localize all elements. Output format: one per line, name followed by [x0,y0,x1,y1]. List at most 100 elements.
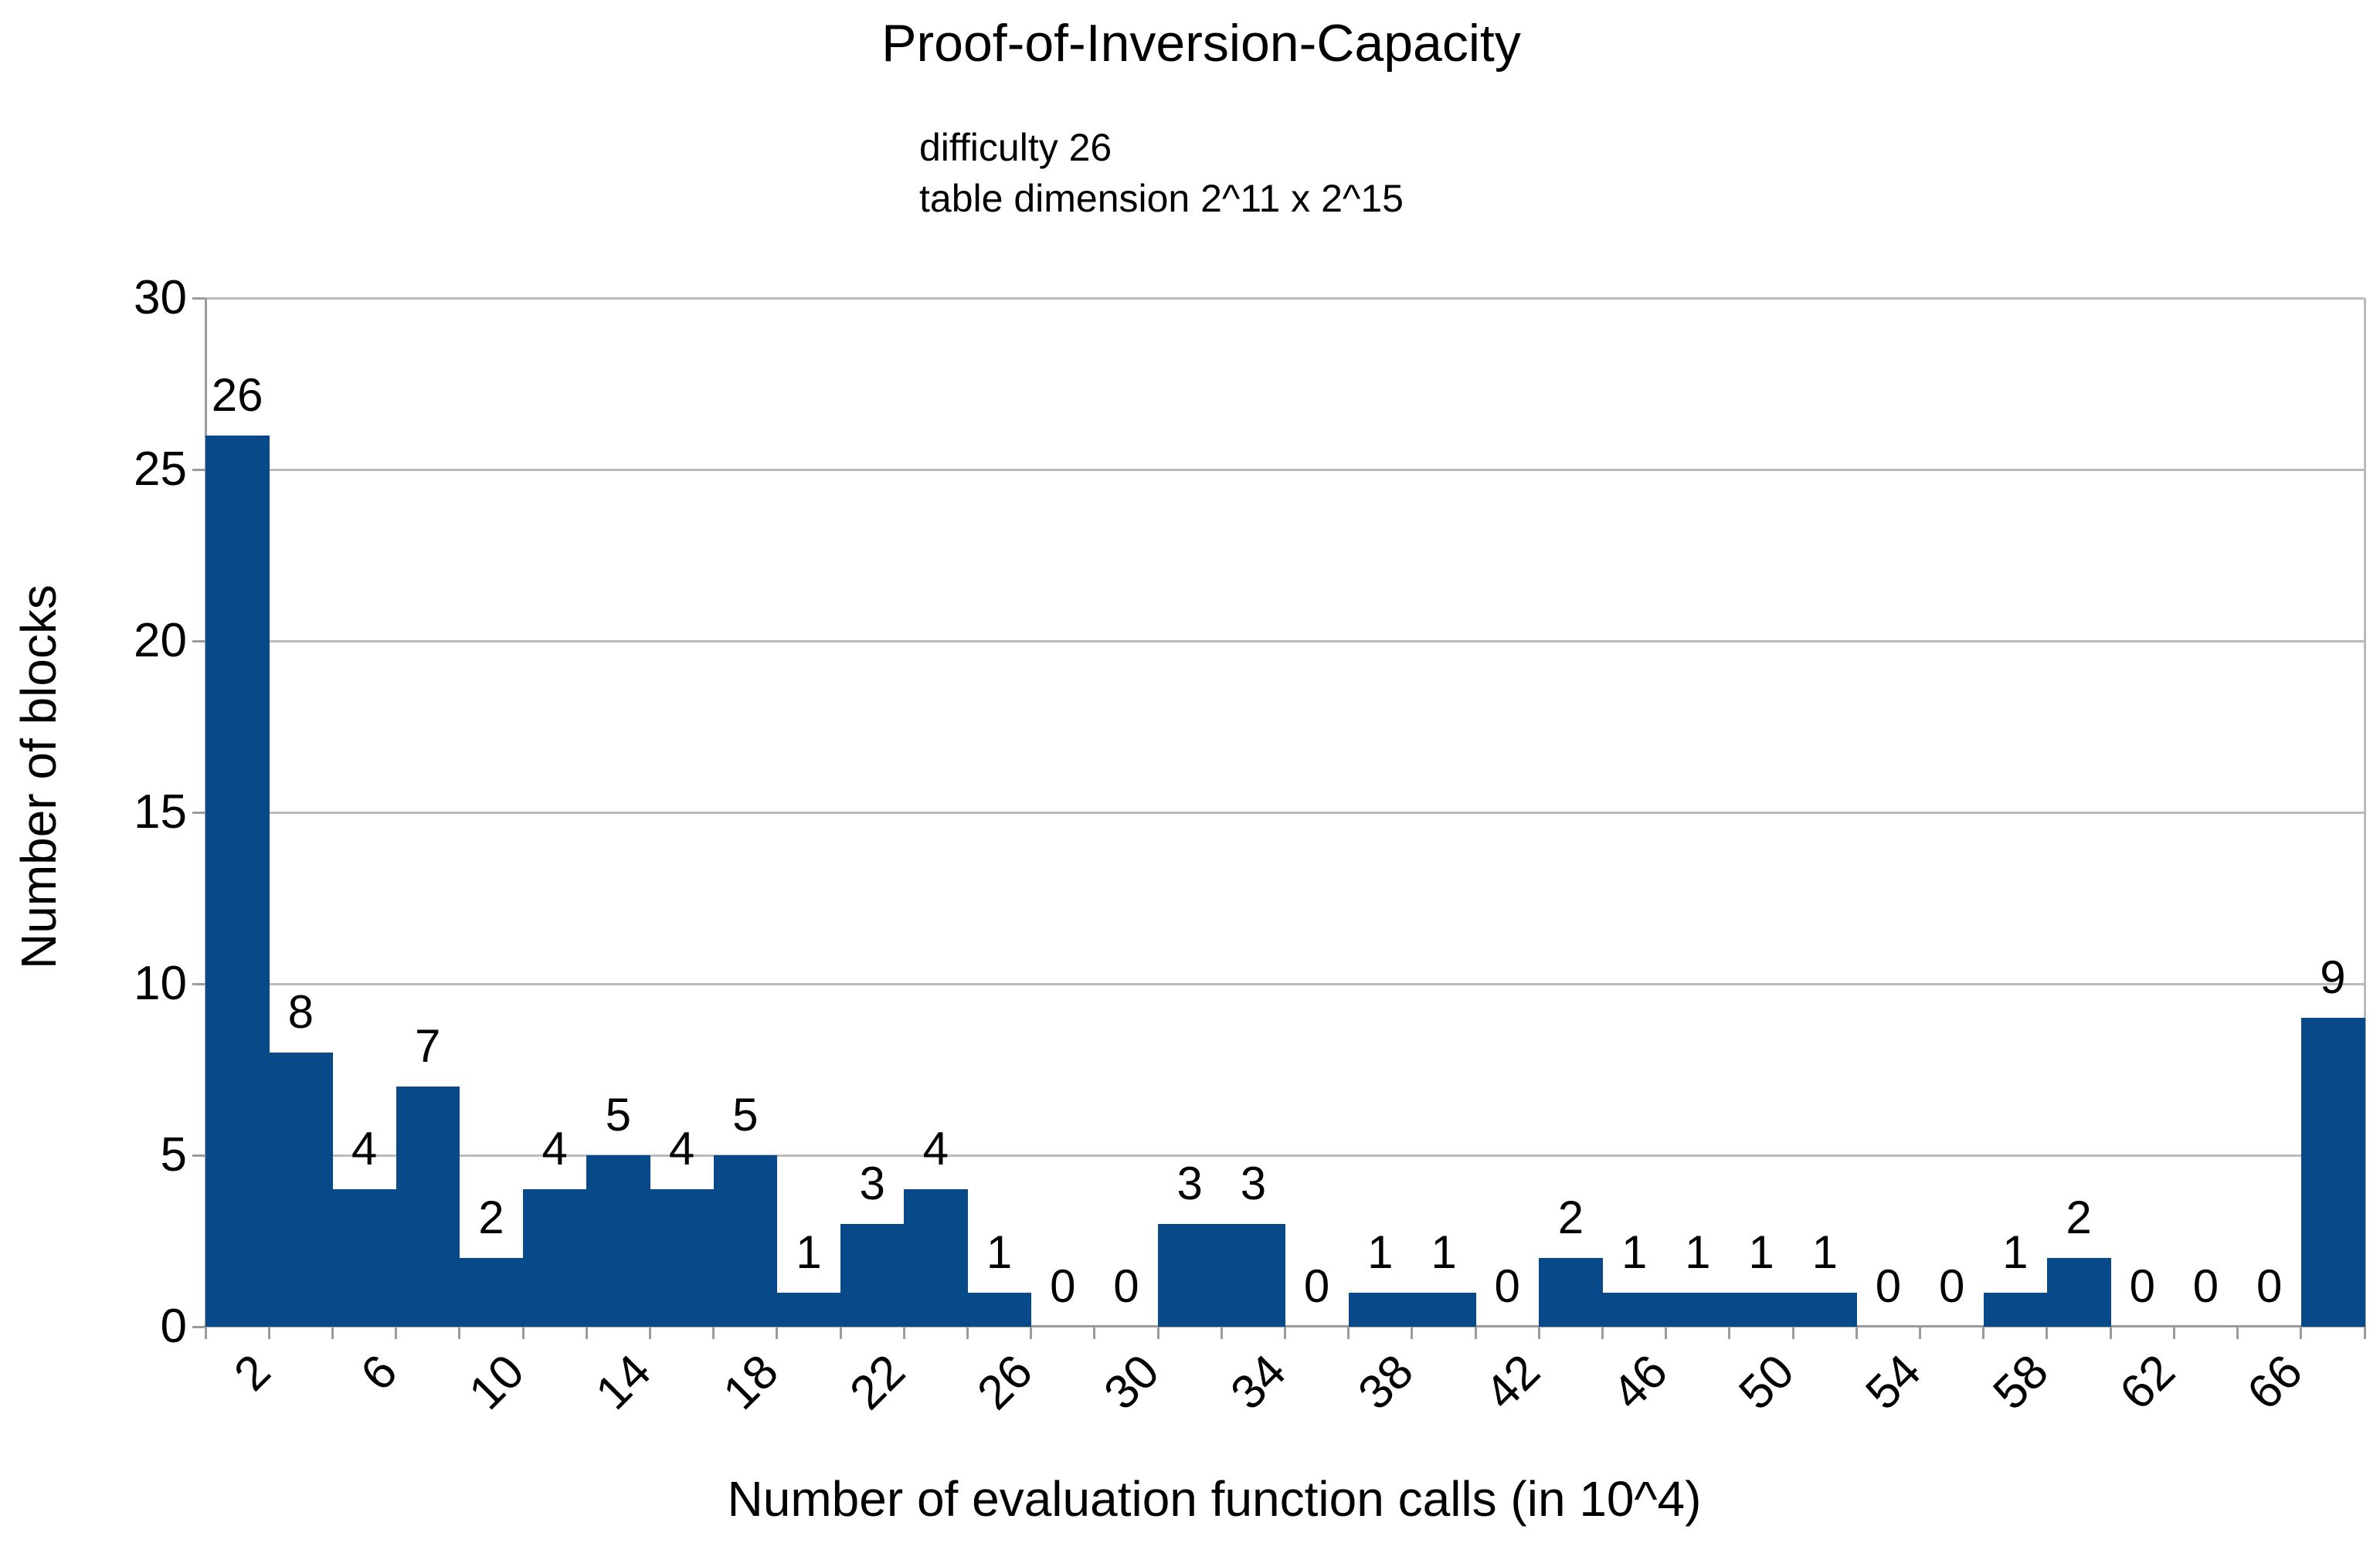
x-tick [1411,1327,1414,1339]
bar-value-label: 1 [1621,1226,1648,1278]
gridline [205,468,2365,471]
bar-value-label: 4 [542,1123,568,1175]
y-tick-label: 25 [134,442,187,496]
x-tick [902,1327,905,1339]
bar-value-label: 1 [796,1226,822,1278]
y-tick [192,297,205,300]
x-tick-label: 14 [586,1344,662,1420]
x-tick [2300,1327,2303,1339]
x-tick-label: 22 [840,1344,916,1420]
x-tick-label: 2 [223,1344,281,1402]
bar-value-label: 0 [1050,1260,1076,1312]
subtitle-line-2: table dimension 2^11 x 2^15 [919,177,1404,220]
y-tick [192,811,205,814]
bar [840,1223,905,1327]
x-tick [712,1327,715,1339]
chart-subtitle: difficulty 26 table dimension 2^11 x 2^1… [919,122,1404,224]
x-tick-label: 38 [1348,1344,1424,1420]
bar-value-label: 26 [211,368,263,421]
x-tick-label: 18 [713,1344,789,1420]
x-tick-label: 46 [1602,1344,1678,1420]
gridline [205,811,2365,814]
x-tick [2236,1327,2239,1339]
bar [586,1155,651,1327]
bar-value-label: 5 [732,1089,759,1141]
x-tick [1474,1327,1477,1339]
bar-value-label: 1 [2002,1226,2029,1278]
y-tick [192,1154,205,1157]
bar [967,1292,1032,1327]
x-tick-label: 62 [2110,1344,2186,1420]
subtitle-line-1: difficulty 26 [919,126,1112,169]
bar-value-label: 0 [1875,1260,1902,1312]
bar [1665,1292,1730,1327]
x-tick [1156,1327,1159,1339]
bar [776,1292,841,1327]
bar [1348,1292,1413,1327]
bar-value-label: 3 [1176,1157,1203,1209]
bar-value-label: 7 [415,1020,441,1073]
bar-value-label: 1 [1431,1226,1457,1278]
x-tick [458,1327,461,1339]
x-tick-label: 54 [1855,1344,1932,1420]
bar-value-label: 0 [2256,1260,2283,1312]
x-tick-label: 58 [1983,1344,2059,1420]
bar-value-label: 0 [1494,1260,1520,1312]
x-tick-label: 10 [459,1344,535,1420]
x-tick [839,1327,842,1339]
bar [523,1189,587,1327]
x-tick-label: 26 [966,1344,1043,1420]
bar [2300,1018,2365,1327]
x-tick [1220,1327,1223,1339]
x-tick [1601,1327,1604,1339]
bar-value-label: 4 [668,1123,695,1175]
x-tick-label: 34 [1221,1344,1297,1420]
plot-area: 26 8 4 7 2 4 5 4 5 1 3 4 1 0 0 3 3 0 1 1 0 2 1 1 1 1 0 0 1 2 0 0 0 9 [192,297,2366,1339]
bar [396,1087,460,1327]
bar-value-label: 2 [2066,1192,2092,1244]
x-tick [1982,1327,1985,1339]
x-tick [1093,1327,1096,1339]
x-axis-title: Number of evaluation function calls (in … [727,1471,1702,1527]
bar-value-label: 1 [1748,1226,1774,1278]
bar-value-label: 3 [1240,1157,1267,1209]
y-tick [192,468,205,471]
y-tick-label: 10 [134,957,187,1010]
bar-value-label: 5 [605,1089,632,1141]
bar [1793,1292,1857,1327]
x-tick [1919,1327,1922,1339]
bar-value-label: 8 [287,985,314,1038]
x-tick [395,1327,398,1339]
bar [650,1189,715,1327]
bar [459,1258,524,1327]
x-tick-label: 66 [2237,1344,2313,1420]
x-tick-label: 42 [1475,1344,1551,1420]
x-tick [267,1327,270,1339]
bar [1221,1223,1286,1327]
bar-value-label: 2 [1557,1192,1584,1244]
bar [904,1189,969,1327]
gridline [205,297,2365,300]
bar-value-label: 2 [478,1192,504,1244]
bar [1602,1292,1667,1327]
x-tick [648,1327,651,1339]
gridline [205,982,2365,985]
x-tick [1728,1327,1731,1339]
y-tick-label: 5 [160,1128,187,1182]
bar-value-label: 1 [986,1226,1013,1278]
x-tick [1537,1327,1540,1339]
x-tick [966,1327,969,1339]
bar-value-label: 1 [1811,1226,1838,1278]
bar [1983,1292,2048,1327]
bar [713,1155,778,1327]
x-tick-label: 50 [1729,1344,1805,1420]
gridline [205,639,2365,642]
plot-right-border [2363,298,2366,1327]
bar [1729,1292,1794,1327]
x-tick [521,1327,525,1339]
x-tick-label: 6 [351,1344,408,1402]
x-tick [1347,1327,1350,1339]
x-tick [2109,1327,2112,1339]
x-tick [2046,1327,2049,1339]
